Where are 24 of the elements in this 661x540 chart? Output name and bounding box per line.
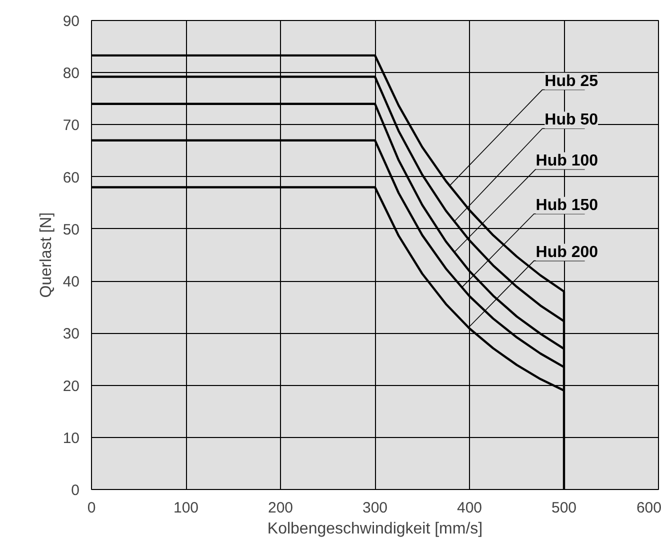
y-tick-label: 0 bbox=[71, 482, 80, 499]
x-tick-label: 200 bbox=[268, 500, 294, 516]
y-tick-label: 60 bbox=[62, 169, 80, 186]
y-tick-label: 90 bbox=[62, 13, 80, 30]
x-tick-label: 0 bbox=[87, 500, 96, 516]
text: Hub 50 bbox=[544, 112, 598, 129]
x-tick-label: 100 bbox=[173, 500, 199, 516]
x-tick-label: 300 bbox=[362, 500, 388, 516]
text: Hub 100 bbox=[536, 152, 598, 170]
x-axis-title: Kolbengeschwindigkeit [mm/s] bbox=[267, 520, 483, 538]
y-tick-label: 40 bbox=[62, 274, 80, 291]
y-tick-label: 10 bbox=[62, 430, 80, 447]
y-tick-label: 20 bbox=[62, 378, 80, 395]
text: Hub 150 bbox=[536, 196, 598, 214]
x-tick-label: 400 bbox=[456, 500, 482, 516]
y-tick-label: 80 bbox=[62, 65, 80, 82]
text: Hub 25 bbox=[544, 72, 598, 90]
y-tick-label: 70 bbox=[62, 117, 80, 134]
x-tick-label: 500 bbox=[551, 500, 577, 516]
x-tick-label: 600 bbox=[636, 500, 661, 516]
y-tick-label: 50 bbox=[62, 221, 80, 238]
y-axis-title: Querlast [N] bbox=[38, 212, 55, 298]
text: Hub 200 bbox=[536, 244, 598, 261]
y-tick-label: 30 bbox=[62, 326, 80, 343]
